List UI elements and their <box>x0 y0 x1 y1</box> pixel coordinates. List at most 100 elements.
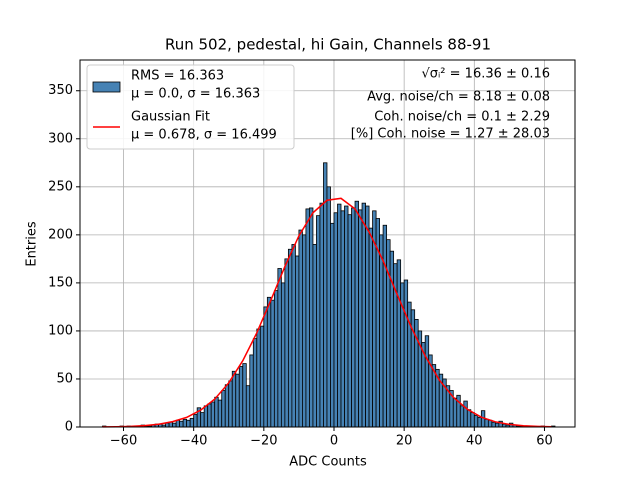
bar <box>347 214 352 428</box>
bar <box>494 422 500 428</box>
bar <box>175 419 181 428</box>
bar <box>295 255 300 428</box>
bar <box>386 239 391 428</box>
y-tick-label: 200 <box>48 227 73 242</box>
y-tick-label: 100 <box>48 323 73 338</box>
bar <box>354 200 359 428</box>
y-tick-label: 300 <box>48 131 73 146</box>
bar <box>231 370 237 428</box>
bar <box>273 290 279 428</box>
bar <box>477 416 482 428</box>
bar <box>210 401 216 428</box>
bar <box>368 227 373 428</box>
bar <box>207 403 212 428</box>
x-tick-label: −40 <box>180 434 207 449</box>
x-tick-label: 40 <box>466 434 483 449</box>
bar <box>249 354 254 428</box>
x-axis-label: ADC Counts <box>289 455 367 470</box>
y-axis-label: Entries <box>25 221 40 267</box>
bar <box>452 397 458 428</box>
x-tick-label: −20 <box>250 434 277 449</box>
legend-swatch <box>92 81 121 93</box>
y-tick-label: 50 <box>56 371 73 386</box>
bar <box>351 207 356 428</box>
legend-label: RMS = 16.363 <box>131 69 224 84</box>
bar <box>340 210 345 428</box>
bar <box>186 419 191 428</box>
bar <box>287 248 293 428</box>
plot-frame <box>79 59 576 428</box>
bar <box>242 363 247 428</box>
annotation: √σᵢ² = 16.36 ± 0.16 <box>421 67 550 82</box>
bar <box>277 268 282 428</box>
bar <box>280 282 286 428</box>
bar <box>238 366 244 428</box>
bar <box>326 186 331 428</box>
bar <box>214 396 219 428</box>
annotation: Coh. noise/ch = 0.1 ± 2.29 <box>374 110 550 125</box>
bar <box>379 234 384 428</box>
bar <box>470 412 475 428</box>
bar <box>200 412 205 428</box>
bar <box>302 234 307 428</box>
chart-title: Run 502, pedestal, hi Gain, Channels 88-… <box>165 36 491 54</box>
bar <box>203 405 209 428</box>
bar <box>484 418 489 428</box>
bar <box>266 296 272 428</box>
bar <box>252 338 258 428</box>
legend-label: μ = 0.0, σ = 16.363 <box>131 87 260 102</box>
bar <box>305 208 310 428</box>
legend-label: μ = 0.678, σ = 16.499 <box>131 128 277 143</box>
annotation: Avg. noise/ch = 8.18 ± 0.08 <box>367 90 550 105</box>
bar <box>228 380 233 428</box>
bar <box>365 205 370 428</box>
x-tick-label: 20 <box>396 434 413 449</box>
bar <box>466 409 472 428</box>
bar <box>221 390 226 428</box>
bar <box>361 202 366 428</box>
annotation: [%] Coh. noise = 1.27 ± 28.03 <box>351 127 550 142</box>
bar <box>259 325 265 428</box>
x-tick-label: 60 <box>536 434 553 449</box>
bar <box>487 419 493 428</box>
bar <box>189 417 195 428</box>
bar <box>337 203 342 428</box>
y-tick-label: 150 <box>48 275 73 290</box>
bar <box>344 205 349 428</box>
bar <box>270 299 275 428</box>
bar <box>179 420 184 428</box>
bar <box>256 328 261 428</box>
bar <box>291 244 296 428</box>
bar <box>330 222 335 428</box>
bar <box>224 384 230 428</box>
bar <box>316 215 321 428</box>
bar <box>491 421 496 428</box>
y-tick-label: 350 <box>48 83 73 98</box>
bar <box>263 306 268 428</box>
legend: RMS = 16.363 μ = 0.0, σ = 16.363 Gaussian … <box>86 64 295 150</box>
bar <box>312 244 317 428</box>
bar <box>245 385 251 428</box>
x-tick-label: 0 <box>330 434 338 449</box>
fit-line <box>102 197 552 428</box>
bar <box>403 279 409 428</box>
bar <box>309 207 314 428</box>
bar <box>473 415 479 428</box>
bar <box>396 259 402 428</box>
bar <box>358 209 363 428</box>
bar <box>463 400 468 428</box>
x-tick-label: −60 <box>110 434 137 449</box>
bar <box>459 405 465 428</box>
bar <box>284 258 289 428</box>
bar <box>319 202 324 428</box>
bar <box>333 212 338 428</box>
y-tick-label: 0 <box>65 420 73 435</box>
y-tick-label: 250 <box>48 179 73 194</box>
bar <box>165 422 170 428</box>
bar <box>424 335 430 428</box>
bar <box>298 229 303 428</box>
bar <box>182 418 188 428</box>
bar <box>217 399 223 428</box>
bar <box>193 414 198 428</box>
